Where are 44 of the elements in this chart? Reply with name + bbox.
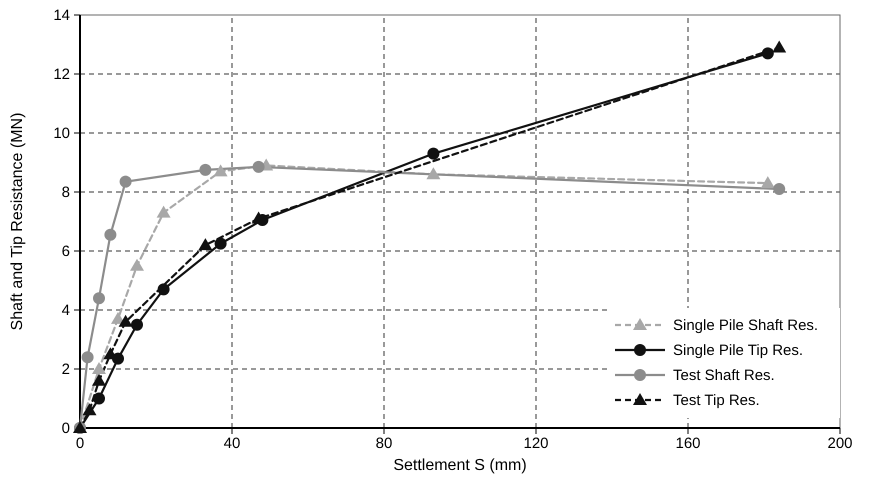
y-tick-label: 6 — [62, 243, 70, 260]
point — [427, 148, 440, 160]
point — [118, 314, 133, 327]
legend-label: Test Shaft Res. — [673, 367, 775, 384]
point — [82, 351, 94, 364]
legend-label: Single Pile Tip Res. — [673, 342, 804, 359]
point — [772, 40, 786, 52]
point — [93, 392, 105, 404]
y-tick-label: 0 — [62, 420, 70, 437]
y-tick-label: 4 — [62, 302, 70, 319]
point — [158, 283, 170, 296]
point — [92, 362, 106, 374]
x-tick-label: 160 — [675, 435, 701, 452]
x-tick-label: 200 — [827, 435, 853, 452]
point — [252, 160, 265, 173]
y-tick-label: 2 — [62, 361, 70, 378]
y-tick-label: 8 — [62, 184, 70, 201]
point — [760, 176, 775, 188]
point — [214, 238, 227, 250]
x-tick-label: 0 — [76, 435, 84, 452]
point — [214, 164, 228, 176]
point — [199, 164, 212, 176]
legend-label: Test Tip Res. — [673, 392, 760, 409]
point — [762, 47, 774, 60]
point — [156, 206, 171, 218]
point — [104, 228, 116, 241]
x-tick-label: 120 — [523, 435, 549, 452]
point — [82, 403, 96, 416]
x-axis-title: Settlement S (mm) — [393, 457, 527, 474]
point — [773, 183, 786, 196]
point — [131, 318, 143, 331]
point — [120, 176, 132, 188]
point — [130, 258, 144, 271]
point — [93, 292, 105, 304]
point — [198, 238, 212, 250]
x-tick-label: 40 — [224, 435, 240, 452]
x-tick-label: 80 — [376, 435, 392, 452]
point — [426, 167, 440, 180]
y-axis-title: Shaft and Tip Resistance (MN) — [9, 112, 26, 330]
y-tick-label: 10 — [53, 125, 70, 142]
y-tick-label: 12 — [53, 66, 70, 83]
point — [92, 374, 106, 386]
y-tick-label: 14 — [53, 7, 70, 24]
legend-label: Single Pile Shaft Res. — [673, 317, 818, 334]
